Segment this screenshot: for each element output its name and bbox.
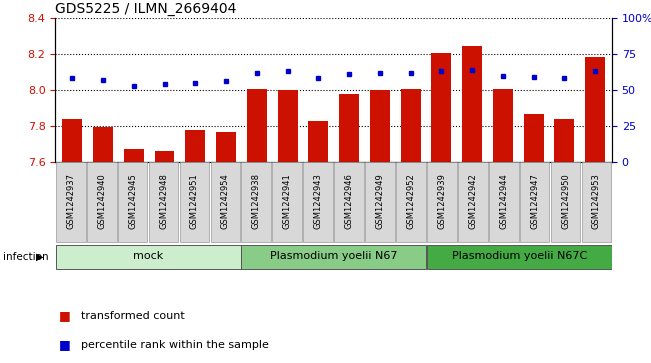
Bar	[148, 162, 178, 242]
Text: mock: mock	[133, 251, 163, 261]
Bar	[427, 162, 457, 242]
Bar	[426, 245, 612, 269]
Bar	[118, 162, 148, 242]
Text: GSM1242954: GSM1242954	[221, 173, 230, 229]
Text: ▶: ▶	[36, 252, 44, 262]
Bar	[62, 119, 82, 162]
Text: GSM1242947: GSM1242947	[530, 173, 539, 229]
Bar	[431, 53, 451, 162]
Bar	[493, 90, 513, 162]
Bar	[303, 162, 333, 242]
Bar	[400, 89, 421, 162]
Bar	[55, 245, 241, 269]
Text: Plasmodium yoelii N67: Plasmodium yoelii N67	[270, 251, 397, 261]
Bar	[519, 162, 549, 242]
Bar	[370, 90, 390, 162]
Bar	[216, 132, 236, 162]
Text: GSM1242952: GSM1242952	[406, 173, 415, 229]
Bar	[242, 162, 271, 242]
Bar	[241, 245, 426, 269]
Bar	[180, 162, 210, 242]
Bar	[272, 162, 302, 242]
Text: GSM1242945: GSM1242945	[128, 173, 137, 229]
Text: GSM1242938: GSM1242938	[252, 173, 261, 229]
Text: GSM1242941: GSM1242941	[283, 173, 292, 229]
Text: GSM1242953: GSM1242953	[592, 173, 601, 229]
Text: transformed count: transformed count	[81, 311, 185, 321]
Bar	[458, 162, 488, 242]
Bar	[396, 162, 426, 242]
Bar	[247, 89, 267, 162]
Bar	[554, 119, 574, 162]
Bar	[334, 162, 364, 242]
Bar	[309, 121, 328, 162]
Text: GSM1242944: GSM1242944	[499, 173, 508, 229]
Bar	[339, 94, 359, 162]
Text: GSM1242937: GSM1242937	[66, 173, 76, 229]
Bar	[365, 162, 395, 242]
Bar	[277, 90, 298, 162]
Bar	[551, 162, 581, 242]
Bar	[585, 57, 605, 162]
Bar	[93, 127, 113, 162]
Bar	[523, 114, 544, 162]
Bar	[56, 162, 86, 242]
Text: percentile rank within the sample: percentile rank within the sample	[81, 340, 270, 350]
Text: GSM1242942: GSM1242942	[468, 173, 477, 229]
Text: GDS5225 / ILMN_2669404: GDS5225 / ILMN_2669404	[55, 2, 237, 16]
Bar	[210, 162, 240, 242]
Text: GSM1242948: GSM1242948	[159, 173, 168, 229]
Text: Plasmodium yoelii N67C: Plasmodium yoelii N67C	[452, 251, 587, 261]
Bar	[462, 46, 482, 162]
Text: GSM1242946: GSM1242946	[344, 173, 353, 229]
Bar	[154, 151, 174, 162]
Text: GSM1242949: GSM1242949	[376, 173, 385, 229]
Text: ■: ■	[59, 309, 70, 322]
Text: GSM1242940: GSM1242940	[97, 173, 106, 229]
Text: ■: ■	[59, 338, 70, 351]
Bar	[186, 130, 205, 162]
Bar	[124, 149, 144, 162]
Text: GSM1242951: GSM1242951	[190, 173, 199, 229]
Text: GSM1242943: GSM1242943	[314, 173, 323, 229]
Bar	[581, 162, 611, 242]
Text: infection: infection	[3, 252, 49, 262]
Text: GSM1242950: GSM1242950	[561, 173, 570, 229]
Text: GSM1242939: GSM1242939	[437, 173, 447, 229]
Bar	[489, 162, 519, 242]
Bar	[87, 162, 117, 242]
